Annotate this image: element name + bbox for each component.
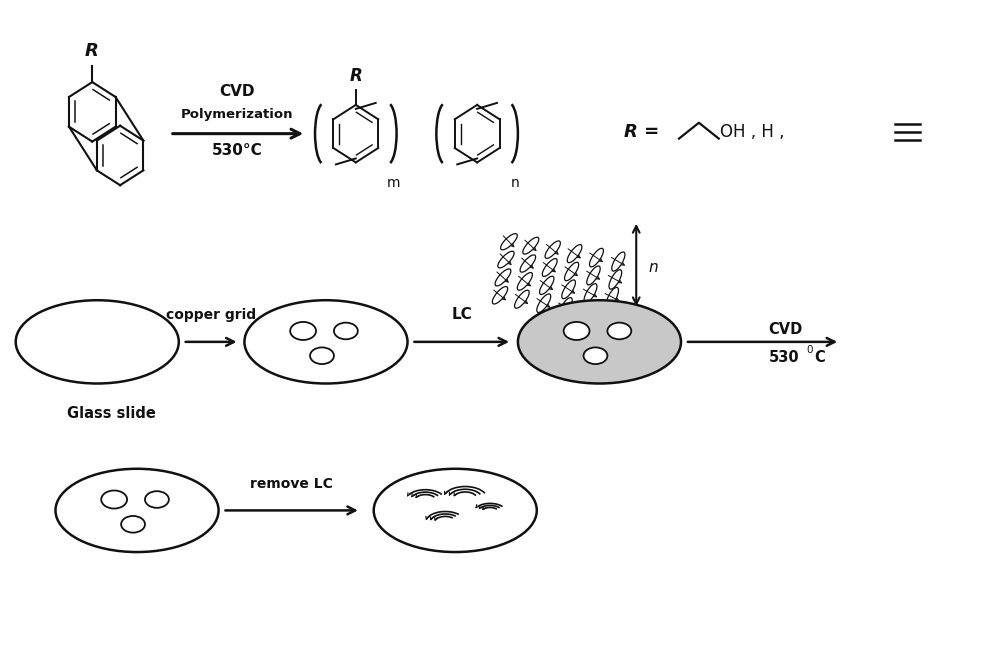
Ellipse shape [501,233,517,250]
Ellipse shape [374,469,537,552]
Ellipse shape [290,322,316,340]
Ellipse shape [609,270,622,289]
Ellipse shape [540,276,554,295]
Ellipse shape [334,323,358,339]
Ellipse shape [612,252,625,271]
Ellipse shape [498,251,514,268]
Text: Polymerization: Polymerization [181,108,294,121]
Text: remove LC: remove LC [250,477,333,490]
Text: CVD: CVD [220,84,255,99]
Text: m: m [387,176,400,190]
Text: R =: R = [624,123,660,141]
Text: R: R [349,67,362,85]
Ellipse shape [55,469,219,552]
Ellipse shape [584,348,607,364]
Ellipse shape [565,262,579,281]
Ellipse shape [520,255,536,272]
Ellipse shape [515,290,529,308]
Ellipse shape [145,491,169,508]
Ellipse shape [523,237,539,254]
Ellipse shape [542,259,557,276]
Text: R: R [84,42,98,60]
Ellipse shape [244,300,408,383]
Ellipse shape [581,301,594,321]
Ellipse shape [604,305,615,325]
Text: LC: LC [451,307,472,322]
Ellipse shape [590,248,603,267]
Text: n: n [511,176,519,190]
Ellipse shape [495,269,511,286]
Ellipse shape [310,348,334,364]
Ellipse shape [606,288,618,307]
Ellipse shape [518,300,681,383]
Text: copper grid: copper grid [166,308,256,322]
Text: OH , H ,: OH , H , [720,123,784,141]
Text: n: n [648,260,658,275]
Ellipse shape [587,266,600,285]
Text: CVD: CVD [769,323,803,338]
Ellipse shape [564,322,590,340]
Ellipse shape [545,241,560,258]
Text: 530°C: 530°C [212,143,263,158]
Ellipse shape [584,284,597,303]
Text: 530: 530 [769,350,799,365]
Ellipse shape [16,300,179,383]
Text: C: C [814,350,825,365]
Text: Glass slide: Glass slide [67,406,156,421]
Ellipse shape [537,294,551,312]
Ellipse shape [517,273,532,290]
Ellipse shape [607,323,631,339]
Ellipse shape [101,490,127,509]
Ellipse shape [492,286,508,304]
Ellipse shape [567,244,582,263]
Ellipse shape [559,297,572,317]
Ellipse shape [121,516,145,533]
Text: 0: 0 [806,345,813,355]
Ellipse shape [562,280,575,299]
